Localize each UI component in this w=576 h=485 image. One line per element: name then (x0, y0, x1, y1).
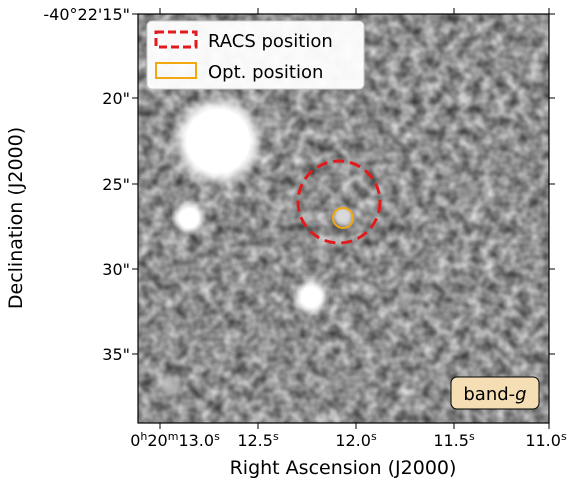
x-tick-label-3: 11.5s (433, 430, 475, 450)
y-tick-label-4: 35" (102, 345, 130, 364)
legend-racs-label: RACS position (208, 31, 333, 52)
x-ticks (159, 8, 550, 429)
svg-text:band-g: band-g (463, 384, 526, 405)
y-axis-label: Declination (J2000) (5, 127, 27, 309)
racs-position-circle (296, 159, 382, 245)
y-tick-label-3: 30" (102, 260, 130, 279)
plot-frame (137, 13, 550, 424)
y-tick-label-1: 20" (102, 89, 130, 108)
y-tick-label-0: -40°22'15" (43, 5, 130, 24)
y-ticks (132, 13, 555, 355)
faint-source (334, 207, 352, 225)
band-label: band-g (450, 376, 540, 410)
legend-opt-swatch (155, 62, 197, 79)
x-tick-label-1: 12.5s (237, 430, 279, 450)
optical-position-circle (332, 207, 354, 229)
x-axis-label: Right Ascension (J2000) (230, 457, 457, 479)
legend-racs-swatch (154, 30, 198, 49)
x-tick-label-0: 0h20m13.0s (130, 430, 220, 450)
legend-opt-label: Opt. position (208, 62, 323, 83)
legend: RACS position Opt. position (146, 20, 365, 90)
x-tick-label-2: 12.0s (335, 430, 377, 450)
x-tick-label-4: 11.0s (525, 430, 567, 450)
y-tick-label-2: 25" (102, 175, 130, 194)
